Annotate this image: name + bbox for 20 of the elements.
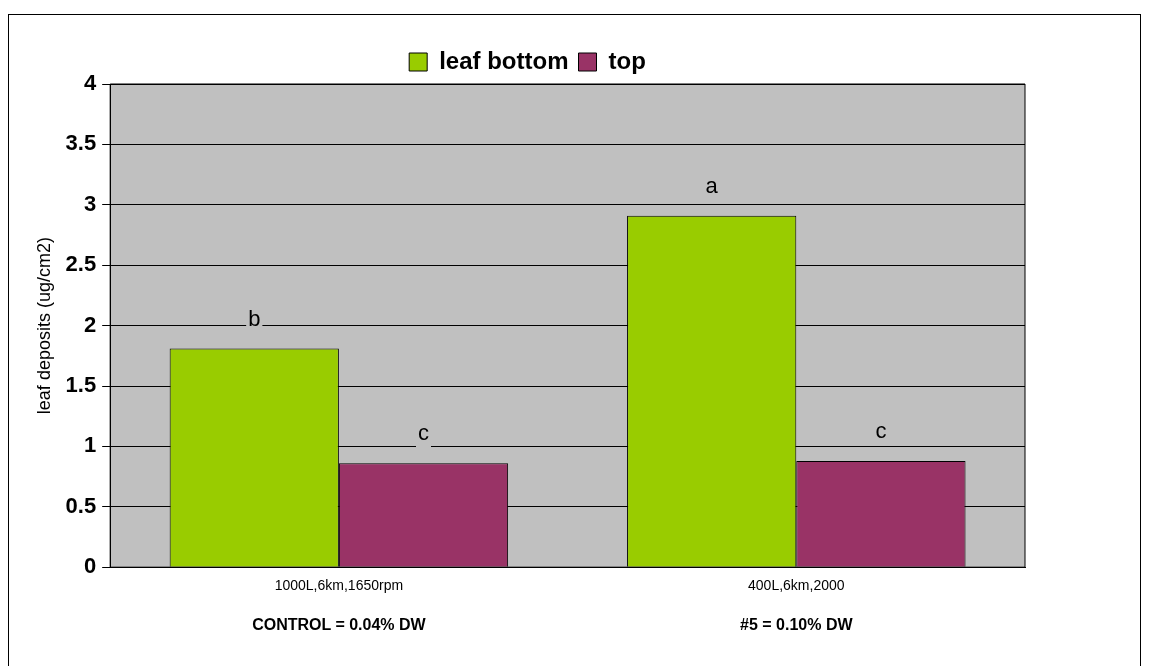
y-tick-label: 4 <box>83 70 97 96</box>
legend-label: leaf bottom <box>439 46 569 74</box>
text: CONTROL = 0.04% DW <box>252 615 427 633</box>
data-label: a <box>705 172 719 198</box>
legend-label: top <box>608 46 646 74</box>
y-tick-label: 1.5 <box>65 372 97 398</box>
y-tick-label: 3.5 <box>65 130 97 156</box>
text: #5 = 0.10% DW <box>740 615 854 633</box>
x-tick-label: 1000L,6km,1650rpm <box>274 577 404 594</box>
y-tick-label: 1 <box>83 432 97 458</box>
y-tick-label: 0.5 <box>65 492 97 518</box>
data-label: c <box>875 417 887 443</box>
data-label: b <box>248 305 261 331</box>
y-axis-title: leaf deposits (ug/cm2) <box>33 237 54 415</box>
y-tick-label: 2.5 <box>65 251 97 277</box>
x-tick-label: 400L,6km,2000 <box>748 577 845 594</box>
y-tick-label: 3 <box>83 190 97 216</box>
y-tick-label: 0 <box>83 553 97 579</box>
data-label: c <box>418 420 430 446</box>
y-tick-label: 2 <box>83 311 97 337</box>
